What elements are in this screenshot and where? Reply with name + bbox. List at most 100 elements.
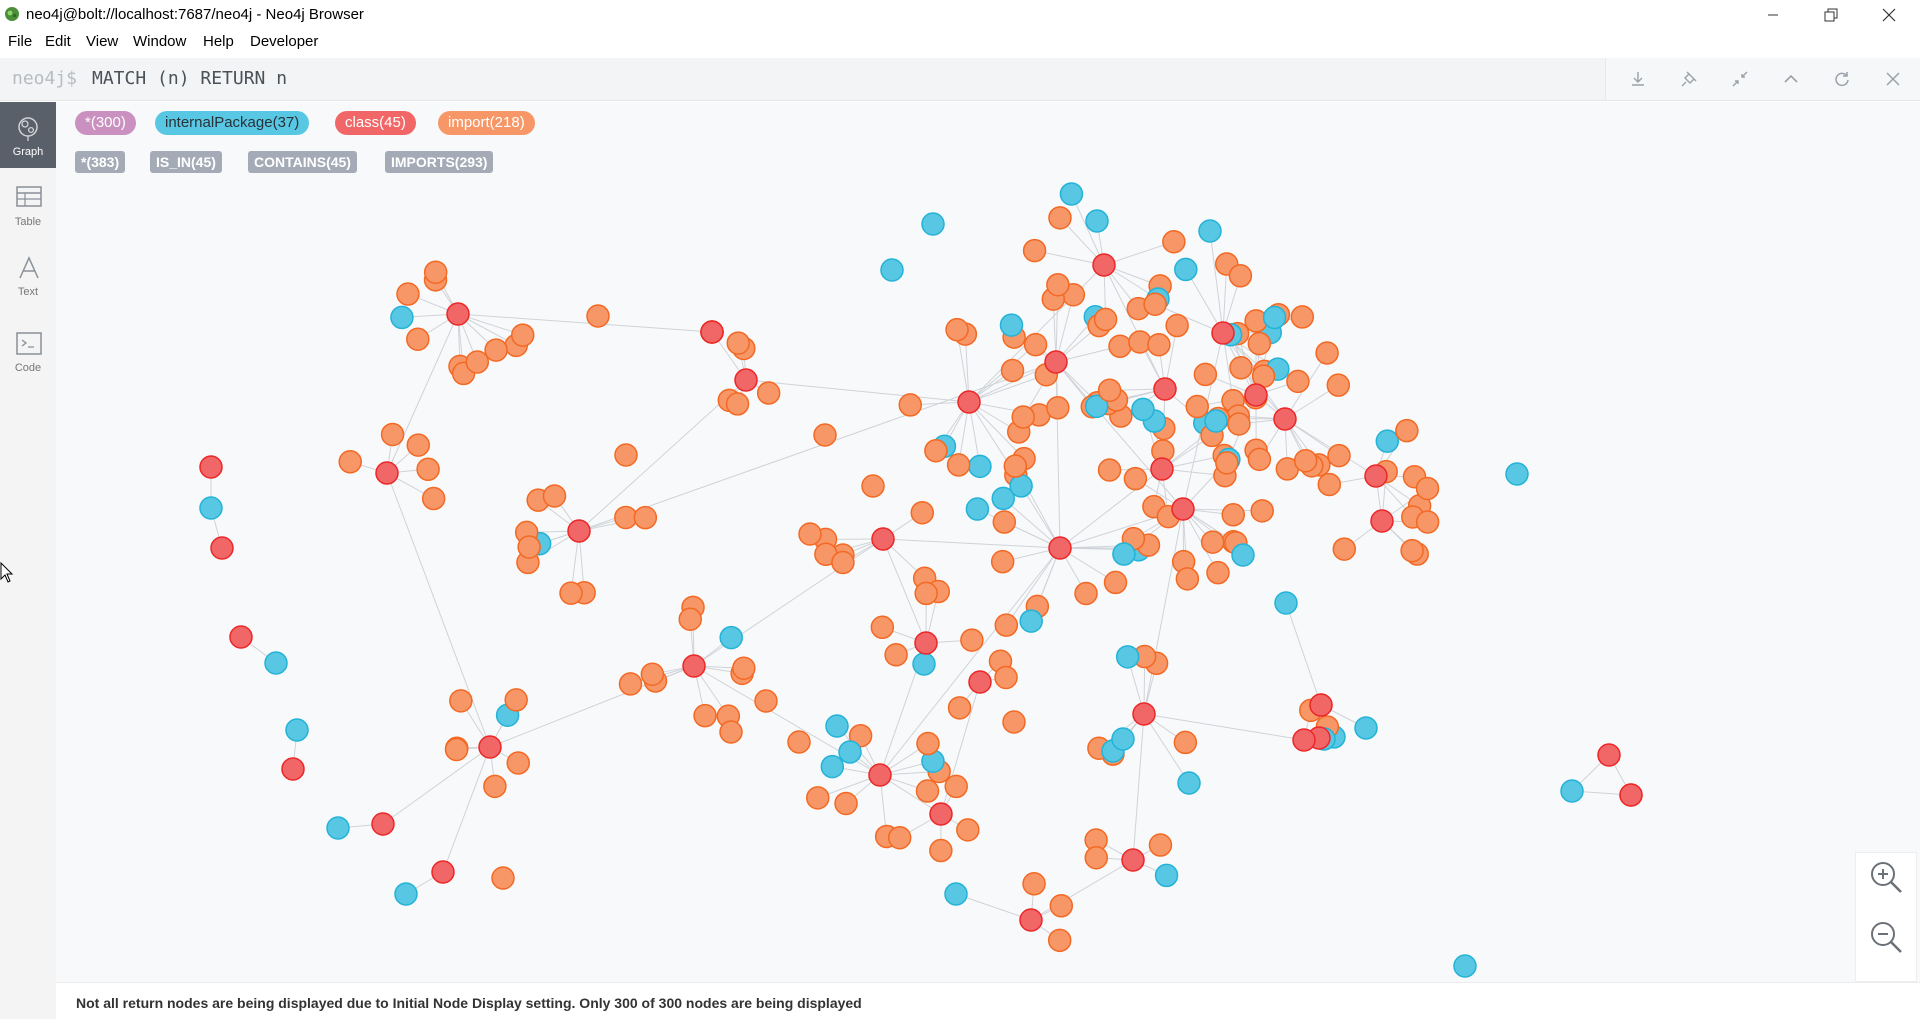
import-node[interactable] xyxy=(1085,847,1107,869)
package-node[interactable] xyxy=(1275,592,1297,614)
import-node[interactable] xyxy=(1401,540,1423,562)
import-node[interactable] xyxy=(945,775,967,797)
import-node[interactable] xyxy=(423,488,445,510)
import-node[interactable] xyxy=(1318,473,1340,495)
import-node[interactable] xyxy=(899,394,921,416)
import-node[interactable] xyxy=(560,582,582,604)
label-pill-class[interactable]: class(45) xyxy=(335,111,416,135)
import-node[interactable] xyxy=(720,721,742,743)
package-node[interactable] xyxy=(826,715,848,737)
import-node[interactable] xyxy=(641,663,663,685)
zoom-out-button[interactable] xyxy=(1868,919,1904,955)
tab-code[interactable]: Code xyxy=(0,318,56,384)
import-node[interactable] xyxy=(1229,265,1251,287)
class-node[interactable] xyxy=(1133,703,1155,725)
package-node[interactable] xyxy=(1355,717,1377,739)
class-node[interactable] xyxy=(1620,784,1642,806)
class-node[interactable] xyxy=(969,671,991,693)
import-node[interactable] xyxy=(1176,568,1198,590)
import-node[interactable] xyxy=(417,458,439,480)
class-node[interactable] xyxy=(1371,510,1393,532)
import-node[interactable] xyxy=(507,752,529,774)
import-node[interactable] xyxy=(1163,231,1185,253)
menu-edit[interactable]: Edit xyxy=(45,33,71,50)
rel-pill-is-in[interactable]: IS_IN(45) xyxy=(150,151,222,173)
import-node[interactable] xyxy=(957,819,979,841)
import-node[interactable] xyxy=(1099,459,1121,481)
class-node[interactable] xyxy=(1365,465,1387,487)
class-node[interactable] xyxy=(1151,458,1173,480)
package-node[interactable] xyxy=(1205,410,1227,432)
package-node[interactable] xyxy=(1010,475,1032,497)
import-node[interactable] xyxy=(1328,445,1350,467)
class-node[interactable] xyxy=(1122,849,1144,871)
import-node[interactable] xyxy=(492,867,514,889)
import-node[interactable] xyxy=(1003,711,1025,733)
import-node[interactable] xyxy=(799,523,821,545)
import-node[interactable] xyxy=(1248,448,1270,470)
import-node[interactable] xyxy=(619,673,641,695)
import-node[interactable] xyxy=(1166,315,1188,337)
package-node[interactable] xyxy=(1112,728,1134,750)
class-node[interactable] xyxy=(1172,498,1194,520)
import-node[interactable] xyxy=(484,775,506,797)
package-node[interactable] xyxy=(1264,307,1286,329)
import-node[interactable] xyxy=(1228,413,1250,435)
package-node[interactable] xyxy=(1175,258,1197,280)
package-node[interactable] xyxy=(1086,210,1108,232)
import-node[interactable] xyxy=(889,827,911,849)
class-node[interactable] xyxy=(372,813,394,835)
import-node[interactable] xyxy=(425,261,447,283)
class-node[interactable] xyxy=(1045,351,1067,373)
label-pill-internal-package[interactable]: internalPackage(37) xyxy=(155,111,309,135)
import-node[interactable] xyxy=(1316,342,1338,364)
menu-file[interactable]: File xyxy=(8,33,32,50)
class-node[interactable] xyxy=(872,528,894,550)
class-node[interactable] xyxy=(1245,384,1267,406)
import-node[interactable] xyxy=(862,475,884,497)
import-node[interactable] xyxy=(733,657,755,679)
class-node[interactable] xyxy=(1154,378,1176,400)
restore-button[interactable] xyxy=(1802,0,1860,30)
pin-button[interactable] xyxy=(1678,68,1700,90)
import-node[interactable] xyxy=(814,424,836,446)
class-node[interactable] xyxy=(200,456,222,478)
import-node[interactable] xyxy=(995,614,1017,636)
menu-view[interactable]: View xyxy=(86,33,118,50)
class-node[interactable] xyxy=(282,758,304,780)
package-node[interactable] xyxy=(286,719,308,741)
package-node[interactable] xyxy=(1376,430,1398,452)
import-node[interactable] xyxy=(518,536,540,558)
query-text[interactable]: MATCH (n) RETURN n xyxy=(92,68,287,89)
import-node[interactable] xyxy=(1222,504,1244,526)
import-node[interactable] xyxy=(1202,531,1224,553)
import-node[interactable] xyxy=(1025,334,1047,356)
import-node[interactable] xyxy=(1002,359,1024,381)
import-node[interactable] xyxy=(615,444,637,466)
tab-graph[interactable]: Graph xyxy=(0,102,56,168)
import-node[interactable] xyxy=(382,423,404,445)
import-node[interactable] xyxy=(1095,308,1117,330)
import-node[interactable] xyxy=(755,690,777,712)
package-node[interactable] xyxy=(969,455,991,477)
class-node[interactable] xyxy=(930,803,952,825)
import-node[interactable] xyxy=(1216,452,1238,474)
import-node[interactable] xyxy=(1124,468,1146,490)
import-node[interactable] xyxy=(1050,895,1072,917)
import-node[interactable] xyxy=(1099,379,1121,401)
import-node[interactable] xyxy=(1023,873,1045,895)
import-node[interactable] xyxy=(1291,306,1313,328)
import-node[interactable] xyxy=(1295,450,1317,472)
tab-text[interactable]: Text xyxy=(0,242,56,308)
import-node[interactable] xyxy=(1207,562,1229,584)
import-node[interactable] xyxy=(871,616,893,638)
class-node[interactable] xyxy=(683,655,705,677)
rel-pill-imports[interactable]: IMPORTS(293) xyxy=(385,151,493,173)
package-node[interactable] xyxy=(821,756,843,778)
package-node[interactable] xyxy=(966,498,988,520)
close-window-button[interactable] xyxy=(1860,0,1918,30)
menu-window[interactable]: Window xyxy=(133,33,186,50)
class-node[interactable] xyxy=(568,520,590,542)
import-node[interactable] xyxy=(916,780,938,802)
import-node[interactable] xyxy=(1049,929,1071,951)
